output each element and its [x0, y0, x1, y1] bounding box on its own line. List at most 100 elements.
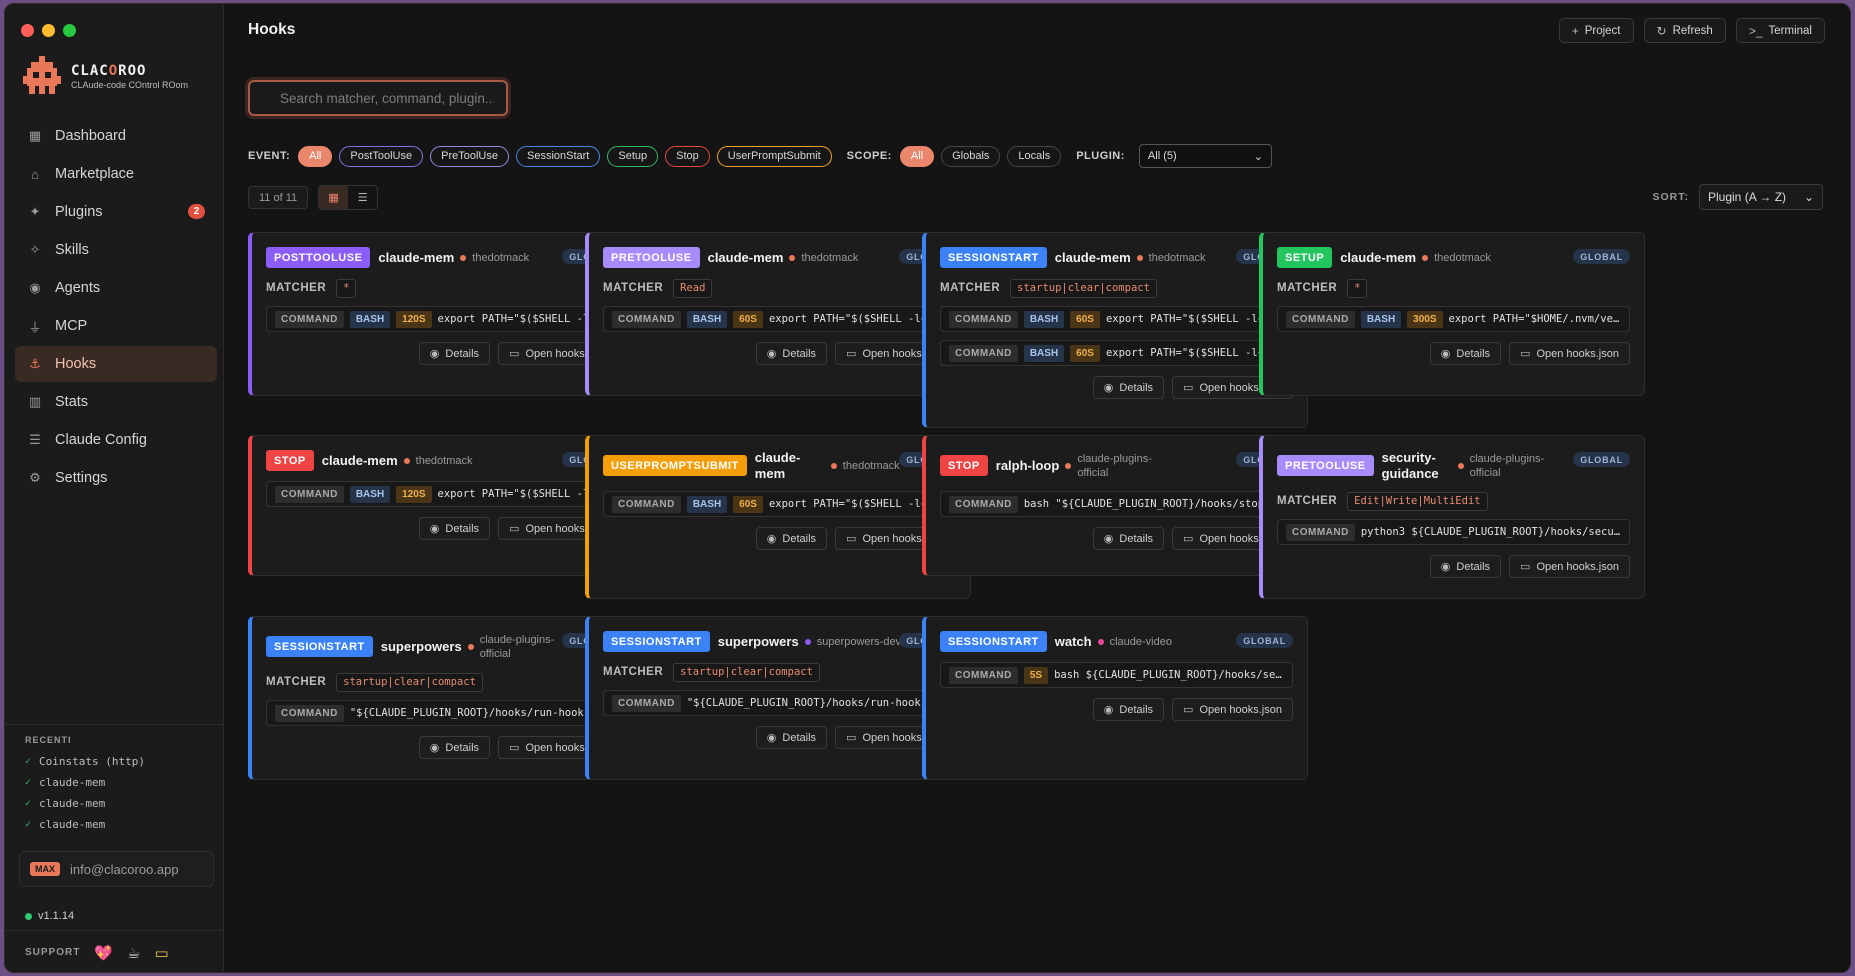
folder-icon: ▭	[846, 348, 857, 360]
plugin-source: thedotmack	[1434, 251, 1491, 264]
plugin-name: claude-mem	[378, 249, 455, 265]
minimize-window-button[interactable]	[42, 24, 55, 37]
sidebar-item-hooks[interactable]: ⚓ Hooks	[15, 346, 217, 382]
status-dot	[25, 912, 32, 920]
event-chip-sessionstart[interactable]: SessionStart	[515, 145, 601, 167]
source-dot	[1097, 638, 1104, 645]
recent-item[interactable]: ✓ claude-mem	[25, 793, 224, 814]
details-button[interactable]: ◉ Details	[1092, 698, 1165, 721]
details-button[interactable]: ◉ Details	[418, 342, 491, 365]
search-input[interactable]	[250, 82, 506, 114]
command-row[interactable]: COMMAND BASH 60S export PATH="$($SHELL -lc …	[940, 340, 1293, 366]
details-button[interactable]: ◉ Details	[418, 736, 491, 759]
command-row[interactable]: COMMAND "${CLAUDE_PLUGIN_ROOT}/hooks/run-…	[266, 700, 619, 726]
event-type-badge: STOP	[940, 455, 988, 476]
plugin-source: superpowers-dev	[816, 635, 902, 648]
sidebar-item-settings[interactable]: ⚙ Settings	[15, 460, 217, 496]
command-label: COMMAND	[612, 694, 681, 712]
details-button[interactable]: ◉ Details	[1429, 342, 1502, 365]
eye-icon: ◉	[1440, 348, 1451, 360]
project-button[interactable]: + Project	[1558, 18, 1634, 43]
sidebar-item-claude-config[interactable]: ☰ Claude Config	[15, 422, 217, 458]
command-row[interactable]: COMMAND "${CLAUDE_PLUGIN_ROOT}/hooks/run-…	[603, 690, 956, 716]
card-actions: ◉ Details ▭ Open hooks.json	[603, 527, 956, 550]
event-type-badge: SESSIONSTART	[940, 247, 1047, 268]
brand[interactable]: CLACOROO CLAude-code COntrol ROom	[23, 56, 188, 96]
source-dot	[1136, 254, 1143, 261]
command-text: "${CLAUDE_PLUGIN_ROOT}/hooks/run-hook.cm…	[349, 707, 610, 719]
command-row[interactable]: COMMAND BASH 60S export PATH="$($SHELL -lc …	[603, 491, 956, 517]
event-chip-pretooluse[interactable]: PreToolUse	[430, 145, 509, 167]
coffee-icon[interactable]: ☕	[127, 944, 141, 962]
terminal-button[interactable]: >_ Terminal	[1735, 18, 1825, 43]
folder-icon: ▭	[846, 533, 857, 545]
hook-card: PRETOOLUSE security-guidance claude-plugin…	[1259, 435, 1645, 599]
details-button[interactable]: ◉ Details	[1092, 527, 1165, 550]
sidebar-nav: ▦ Dashboard ⌂ Marketplace ✦ Plugins 2 ✧ Skills ◉ A…	[15, 118, 217, 498]
refresh-button[interactable]: ↻ Refresh	[1643, 18, 1726, 43]
eye-icon: ◉	[1103, 382, 1114, 394]
sidebar-item-agents[interactable]: ◉ Agents	[15, 270, 217, 306]
sidebar-item-marketplace[interactable]: ⌂ Marketplace	[15, 156, 217, 192]
command-row[interactable]: COMMAND BASH 60S export PATH="$($SHELL -lc …	[603, 306, 956, 332]
card-icon[interactable]: ▭	[154, 944, 169, 962]
sidebar-item-stats[interactable]: ▥ Stats	[15, 384, 217, 420]
matcher-value: Read	[673, 278, 713, 298]
timeout-tag: 300S	[1407, 310, 1443, 328]
count-badge: 2	[188, 204, 205, 219]
sidebar-item-dashboard[interactable]: ▦ Dashboard	[15, 118, 217, 154]
account-box[interactable]: MAX info@clacoroo.app	[19, 851, 214, 887]
details-button[interactable]: ◉ Details	[1092, 376, 1165, 399]
grid-view-icon[interactable]: ▦	[319, 186, 349, 209]
card-actions: ◉ Details ▭ Open hooks.json	[603, 726, 956, 749]
list-view-icon[interactable]: ☰	[357, 192, 368, 204]
open-hooks-json-button[interactable]: ▭ Open hooks.json	[1509, 555, 1630, 578]
details-button[interactable]: ◉ Details	[755, 527, 828, 550]
source-dot	[403, 457, 410, 464]
plugin-name: claude-mem	[1340, 249, 1417, 265]
command-row[interactable]: COMMAND BASH 60S export PATH="$($SHELL -lc …	[940, 306, 1293, 332]
recent-item[interactable]: ✓ Coinstats (http)	[25, 751, 224, 772]
scope-chip-globals[interactable]: Globals	[941, 145, 1001, 167]
plugin-select[interactable]: All (5) ⌄	[1138, 144, 1272, 168]
close-window-button[interactable]	[21, 24, 34, 37]
details-button[interactable]: ◉ Details	[755, 726, 828, 749]
event-chip-stop[interactable]: Stop	[665, 145, 710, 167]
sidebar-item-plugins[interactable]: ✦ Plugins 2	[15, 194, 217, 230]
event-chip-all[interactable]: All	[298, 145, 333, 167]
command-text: python3 ${CLAUDE_PLUGIN_ROOT}/hooks/secu…	[1360, 526, 1621, 538]
puzzle-icon: ✦	[29, 204, 41, 219]
command-row[interactable]: COMMAND python3 ${CLAUDE_PLUGIN_ROOT}/hoo…	[1277, 519, 1630, 545]
open-hooks-json-button[interactable]: ▭ Open hooks.json	[1172, 698, 1293, 721]
eye-icon: ◉	[1103, 533, 1114, 545]
open-hooks-json-button[interactable]: ▭ Open hooks.json	[1509, 342, 1630, 365]
sidebar-item-skills[interactable]: ✧ Skills	[15, 232, 217, 268]
command-row[interactable]: COMMAND bash "${CLAUDE_PLUGIN_ROOT}/hooks…	[940, 491, 1293, 517]
event-chip-posttooluse[interactable]: PostToolUse	[339, 145, 424, 167]
command-row[interactable]: COMMAND BASH 300S export PATH="$HOME/.nvm/v…	[1277, 306, 1630, 332]
scope-chip-locals[interactable]: Locals	[1007, 145, 1062, 167]
event-chip-userpromptsubmit[interactable]: UserPromptSubmit	[716, 145, 832, 167]
scope-chip-all[interactable]: All	[899, 145, 935, 167]
sort-select[interactable]: Plugin (A → Z) ⌄	[1699, 184, 1823, 210]
plugin-name: ralph-loop	[995, 457, 1060, 473]
recent-item[interactable]: ✓ claude-mem	[25, 814, 224, 835]
card-header: PRETOOLUSE security-guidance claude-plugin…	[1277, 448, 1630, 483]
event-chip-setup[interactable]: Setup	[607, 145, 659, 167]
shell-tag: BASH	[1360, 310, 1402, 328]
recent-item[interactable]: ✓ claude-mem	[25, 772, 224, 793]
details-button[interactable]: ◉ Details	[418, 517, 491, 540]
sidebar-item-mcp[interactable]: ⏚ MCP	[15, 308, 217, 344]
details-button[interactable]: ◉ Details	[1429, 555, 1502, 578]
button-label: Details	[782, 347, 817, 360]
plugin-name: superpowers	[717, 633, 799, 649]
heart-icon[interactable]: 💖	[94, 944, 114, 962]
plugin-name: claude-mem	[1054, 249, 1131, 265]
sidebar-item-label: Skills	[55, 242, 89, 258]
maximize-window-button[interactable]	[63, 24, 76, 37]
details-button[interactable]: ◉ Details	[755, 342, 828, 365]
command-row[interactable]: COMMAND 5S bash ${CLAUDE_PLUGIN_ROOT}/hook…	[940, 662, 1293, 688]
